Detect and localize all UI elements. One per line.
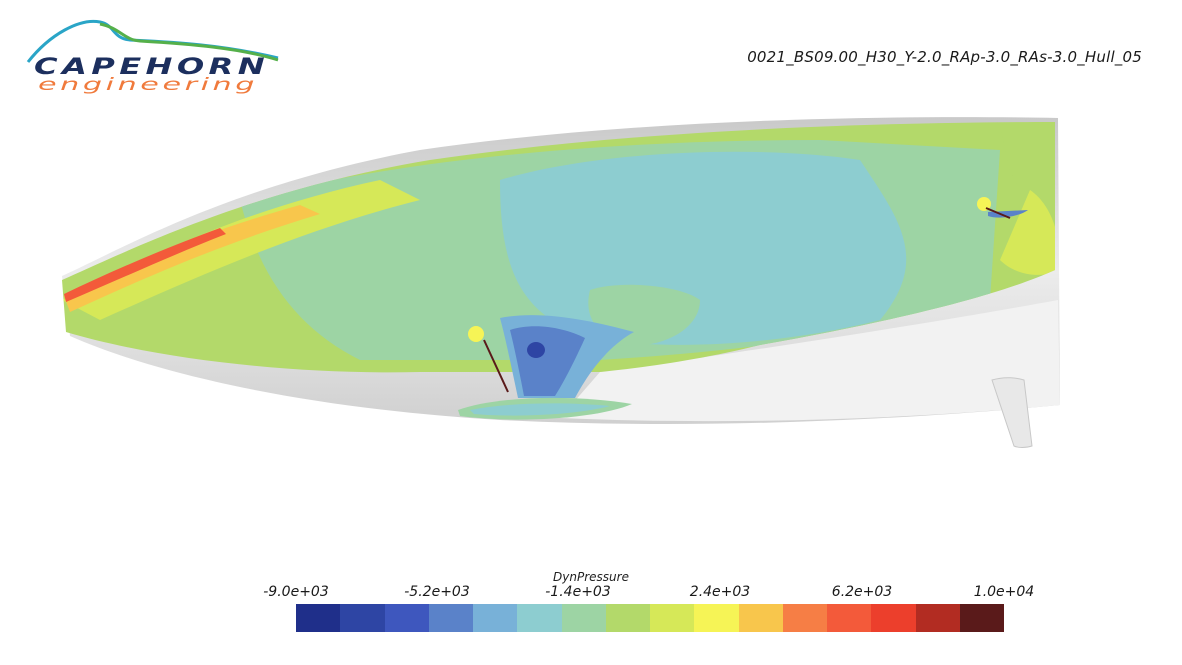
hull-pressure-contour — [62, 117, 1060, 448]
colorbar-segment — [871, 604, 916, 632]
colorbar-segment — [605, 604, 650, 632]
colorbar-segment — [473, 604, 518, 632]
colorbar-segment — [694, 604, 739, 632]
colorbar-segment — [340, 604, 385, 632]
colorbar-segment — [561, 604, 606, 632]
colorbar-segment — [959, 604, 1004, 632]
run-title: 0021_BS09.00_H30_Y-2.0_RAp-3.0_RAs-3.0_H… — [747, 48, 1142, 66]
logo-text-engineering: engineering — [38, 75, 258, 94]
colorbar-segment — [782, 604, 827, 632]
fin-keel — [458, 315, 634, 420]
capehorn-logo: CAPEHORN engineering — [26, 19, 279, 94]
legend-tick: -9.0e+03 — [263, 584, 329, 600]
legend-tick: -5.2e+03 — [404, 584, 470, 600]
legend-tick: 2.4e+03 — [689, 584, 751, 600]
legend-tick: 6.2e+03 — [831, 584, 893, 600]
colorbar-segment — [296, 604, 341, 632]
colorbar-segment — [738, 604, 783, 632]
legend-tick-labels: -9.0e+03 -5.2e+03 -1.4e+03 2.4e+03 6.2e+… — [0, 584, 1182, 604]
legend-title: DynPressure — [553, 570, 629, 584]
legend-tick: 1.0e+04 — [973, 584, 1035, 600]
legend-tick: -1.4e+03 — [545, 584, 611, 600]
stern-appendage — [977, 197, 1028, 219]
colorbar-segment — [650, 604, 695, 632]
colorbar-segment — [915, 604, 960, 632]
legend-colorbar — [296, 604, 1004, 632]
colorbar-segment — [517, 604, 562, 632]
hull-lower-sheen — [560, 300, 1060, 422]
rudder — [991, 377, 1033, 448]
logo-swoosh-green — [99, 22, 279, 62]
colorbar-segment — [827, 604, 872, 632]
colorbar-segment — [384, 604, 429, 632]
logo-text-capehorn: CAPEHORN — [34, 55, 269, 80]
colorbar-segment — [428, 604, 473, 632]
